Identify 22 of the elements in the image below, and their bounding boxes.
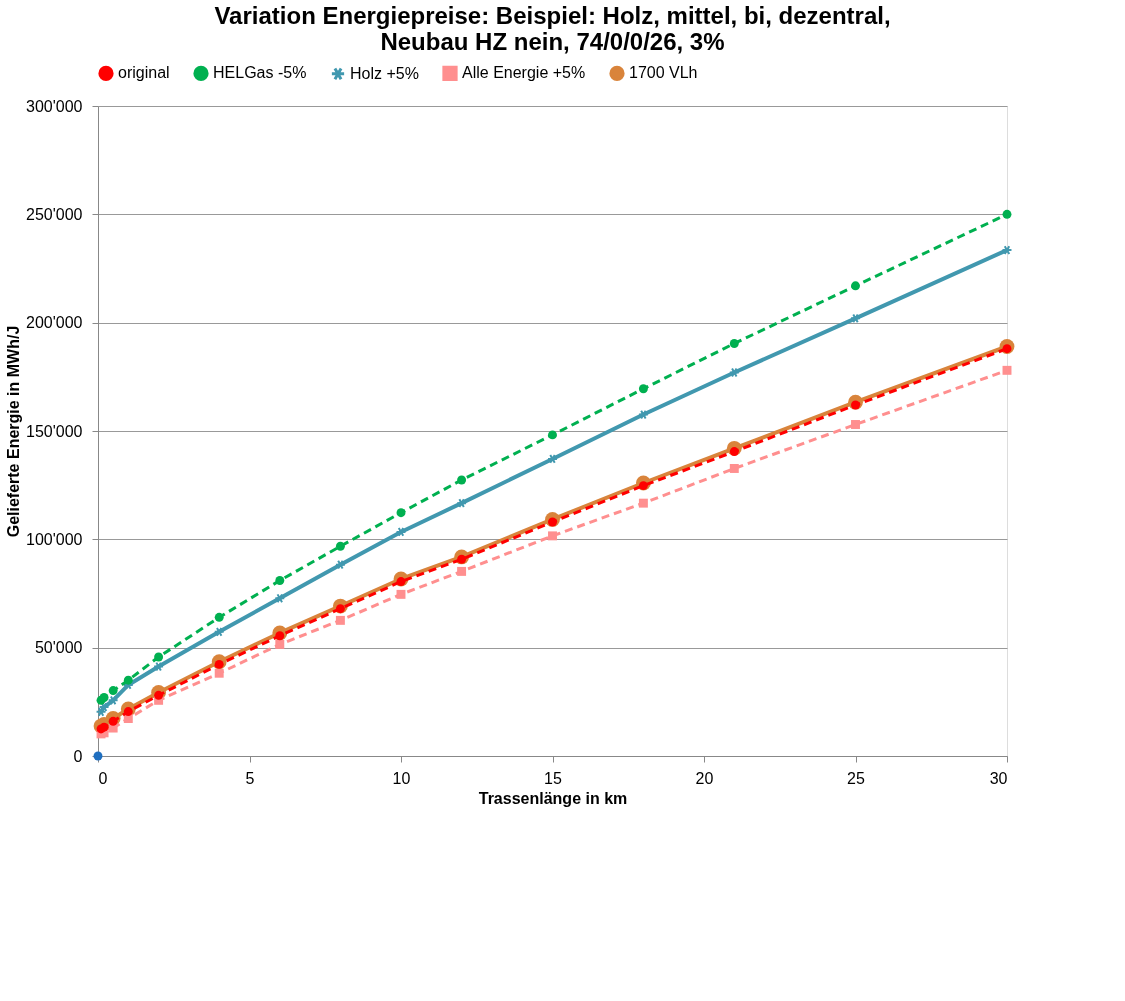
- x-tick-label: 10: [392, 769, 411, 787]
- x-tick-label: 15: [544, 769, 562, 787]
- legend-label: HELGas -5%: [213, 64, 307, 82]
- x-tick-label: 25: [847, 769, 865, 787]
- y-tick-label: 200'000: [26, 314, 83, 332]
- chart-title: Variation Energiepreise: Beispiel: Holz, mittel, bi, dezentral, Neubau HZ nein, 74/0/0/26, 3%: [214, 2, 891, 55]
- x-tick-label: 5: [245, 769, 255, 787]
- y-axis-title: Gelieferte Energie in MWh/J: [5, 325, 23, 538]
- legend-label: original: [118, 64, 170, 82]
- y-tick-label: 100'000: [26, 530, 83, 548]
- x-axis-title: Trassenlänge in km: [478, 789, 628, 807]
- legend-label: Alle Energie +5%: [462, 64, 586, 82]
- x-tick-label: 30: [989, 769, 1008, 787]
- x-tick-label: 0: [98, 769, 108, 787]
- y-tick-label: 150'000: [26, 422, 83, 440]
- y-tick-label: 250'000: [26, 205, 83, 223]
- y-tick-label: 300'000: [26, 97, 83, 115]
- legend-label: 1700 VLh: [629, 64, 698, 82]
- x-tick-label: 20: [695, 769, 714, 787]
- y-tick-label: 0: [73, 747, 83, 765]
- y-tick-label: 50'000: [34, 639, 83, 657]
- legend-label: Holz +5%: [350, 64, 419, 82]
